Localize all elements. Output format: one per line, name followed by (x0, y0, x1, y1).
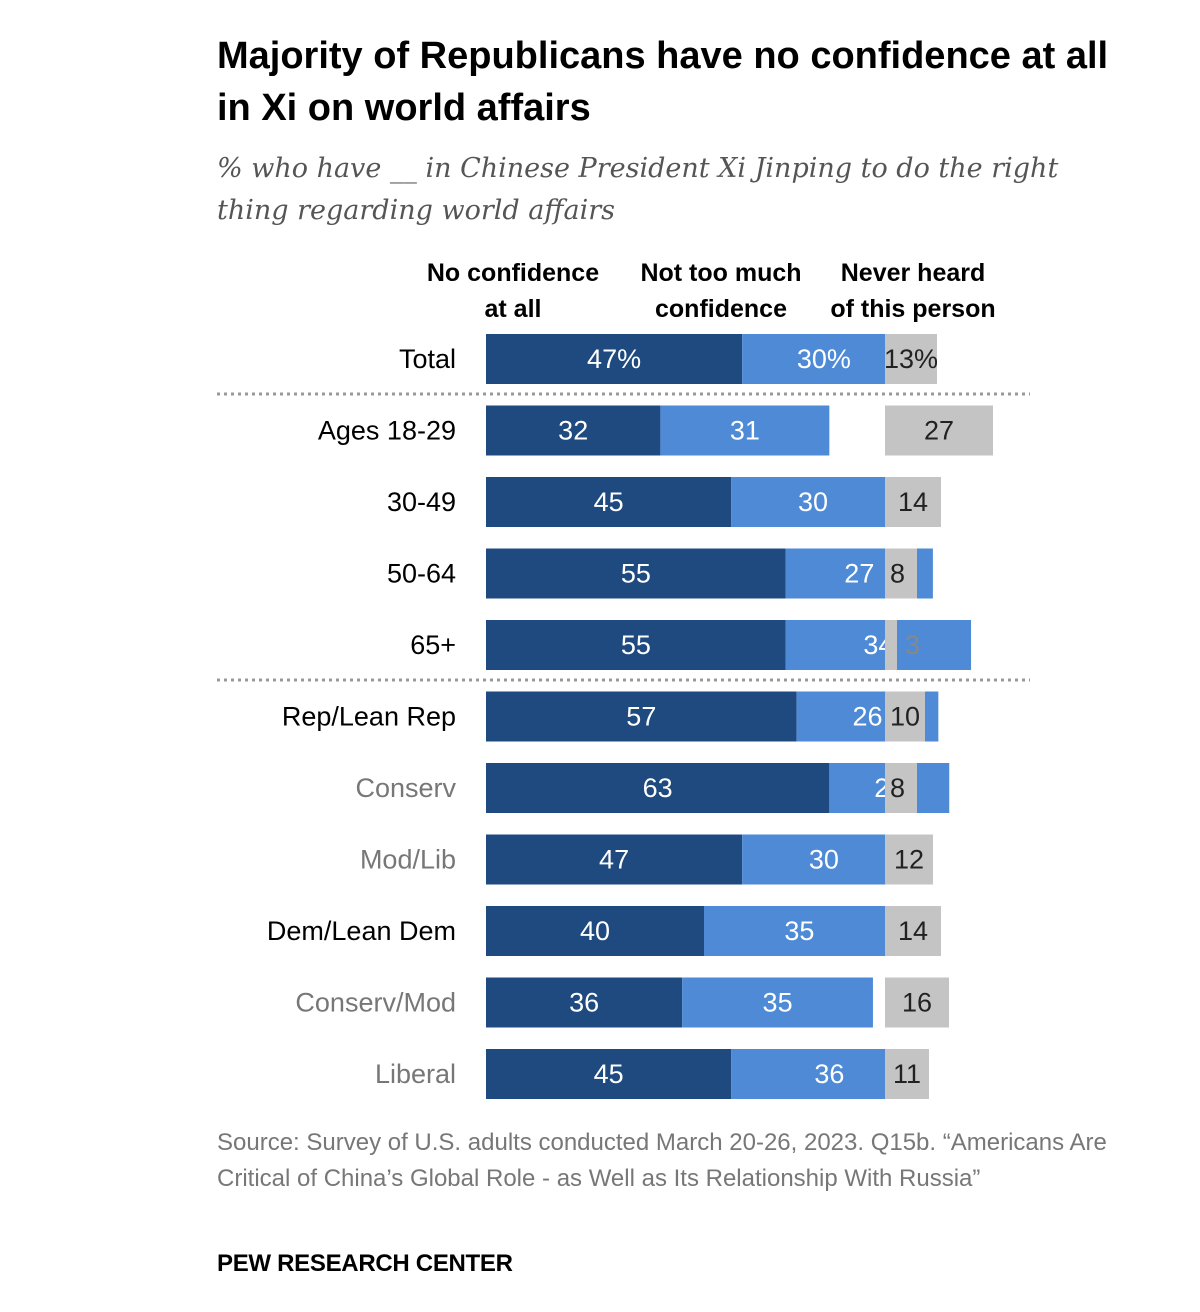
value-label-no-confidence: 55 (621, 559, 651, 589)
bar-never-heard (885, 1049, 929, 1099)
value-label-never-heard: 13% (884, 344, 938, 374)
category-label: Conserv/Mod (295, 988, 456, 1018)
value-label-not-too-much: 27 (844, 559, 874, 589)
value-label-no-confidence: 36 (569, 988, 599, 1018)
chart-subtitle: % who have __ in Chinese President Xi Ji… (217, 153, 1059, 226)
bar-not-too-much (704, 906, 895, 956)
value-label-not-too-much: 35 (763, 988, 793, 1018)
bar-no-confidence (486, 834, 743, 885)
column-header-3: of this person (830, 295, 995, 323)
value-label-no-confidence: 57 (626, 702, 656, 732)
column-header-2: confidence (655, 295, 787, 323)
bar-not-too-much (660, 405, 830, 456)
source-note: Source: Survey of U.S. adults conducted … (217, 1129, 1107, 1192)
bar-no-confidence (486, 763, 830, 813)
value-label-no-confidence: 47 (599, 845, 629, 875)
value-label-never-heard: 14 (898, 487, 928, 517)
value-label-never-heard: 3 (905, 630, 920, 660)
bar-not-too-much (742, 834, 906, 885)
bar-never-heard (885, 906, 941, 956)
category-label: 30-49 (387, 487, 456, 517)
value-label-no-confidence: 45 (594, 1059, 624, 1089)
bar-never-heard (885, 834, 933, 885)
bar-no-confidence (486, 405, 661, 456)
stacked-bar-chart: No confidence at all Not too much confidenc… (217, 259, 1030, 1099)
value-label-not-too-much: 31 (730, 416, 760, 446)
bar-no-confidence (486, 620, 786, 670)
category-label: Liberal (375, 1059, 456, 1089)
bar-no-confidence (486, 548, 786, 599)
value-label-no-confidence: 40 (580, 916, 610, 946)
category-label: Conserv (355, 773, 456, 803)
column-header-1: at all (485, 295, 542, 323)
value-label-not-too-much: 30% (797, 344, 851, 374)
value-label-no-confidence: 45 (594, 487, 624, 517)
bar-never-heard (885, 477, 941, 527)
bar-never-heard (885, 334, 937, 384)
value-label-never-heard: 10 (890, 702, 920, 732)
bar-no-confidence (486, 477, 732, 527)
category-label: Rep/Lean Rep (282, 702, 456, 732)
value-label-no-confidence: 32 (558, 416, 588, 446)
column-header-3: Never heard (841, 259, 986, 287)
bar-no-confidence (486, 334, 743, 384)
brand-logo: PEW RESEARCH CENTER (217, 1250, 513, 1277)
value-label-not-too-much: 36 (814, 1059, 844, 1089)
category-label: Total (399, 344, 456, 374)
category-label: 50-64 (387, 559, 456, 589)
bar-not-too-much (731, 477, 895, 527)
category-label: Mod/Lib (360, 845, 456, 875)
bar-never-heard (885, 548, 917, 599)
value-label-no-confidence: 47% (587, 344, 641, 374)
bar-no-confidence (486, 906, 704, 956)
value-label-not-too-much: 30 (798, 487, 828, 517)
column-header-1: No confidence (427, 259, 599, 287)
value-label-never-heard: 8 (890, 559, 905, 589)
bar-never-heard (885, 691, 925, 742)
category-label: Dem/Lean Dem (267, 916, 456, 946)
value-label-not-too-much: 30 (809, 845, 839, 875)
bar-never-heard (885, 620, 897, 670)
value-label-never-heard: 11 (893, 1059, 921, 1089)
value-label-not-too-much: 35 (784, 916, 814, 946)
bar-not-too-much (742, 334, 906, 384)
chart-title: Majority of Republicans have no confiden… (217, 35, 1109, 129)
value-label-not-too-much: 26 (852, 702, 882, 732)
bar-never-heard (885, 405, 993, 456)
bar-never-heard (885, 763, 917, 813)
value-label-never-heard: 12 (894, 845, 924, 875)
value-label-never-heard: 16 (902, 988, 932, 1018)
bar-not-too-much (785, 620, 972, 670)
column-header-2: Not too much (640, 259, 801, 287)
category-label: Ages 18-29 (318, 416, 456, 446)
bar-no-confidence (486, 1049, 732, 1099)
bar-no-confidence (486, 977, 683, 1028)
value-label-no-confidence: 55 (621, 630, 651, 660)
bar-not-too-much (682, 977, 873, 1028)
value-label-never-heard: 8 (890, 773, 905, 803)
value-label-never-heard: 14 (898, 916, 928, 946)
bar-never-heard (885, 977, 949, 1028)
category-label: 65+ (410, 630, 456, 660)
value-label-no-confidence: 63 (643, 773, 673, 803)
bar-no-confidence (486, 691, 797, 742)
value-label-never-heard: 27 (924, 416, 954, 446)
